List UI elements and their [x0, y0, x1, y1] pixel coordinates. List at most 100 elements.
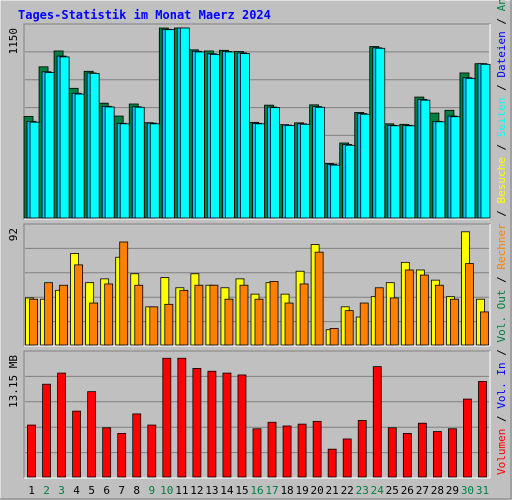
- bar-volumen-day-26: [402, 432, 412, 478]
- right-legend-segment: Anfragen: [495, 0, 508, 11]
- bar-seiten-day-14: [225, 51, 235, 219]
- x-tick-label-2: 2: [43, 484, 50, 497]
- bar-seiten-day-25: [390, 125, 401, 219]
- top-panel: 1150: [7, 23, 491, 220]
- x-tick-label-4: 4: [73, 484, 80, 497]
- bar-rechner-day-10: [164, 303, 174, 346]
- bar-seiten-day-5: [89, 73, 100, 219]
- bar-rechner-day-19: [299, 283, 309, 346]
- x-tick-label-6: 6: [103, 484, 110, 497]
- bar-seiten-day-15: [240, 53, 250, 219]
- bar-rechner-day-29: [450, 298, 459, 346]
- bar-volumen-day-20: [312, 420, 322, 478]
- right-legend-segment: /: [495, 137, 508, 157]
- bar-seiten-day-23: [360, 113, 371, 219]
- bar-volumen-day-18: [282, 425, 292, 478]
- right-legend-segment: Besuche: [495, 157, 508, 203]
- bar-seiten-day-17: [270, 107, 280, 219]
- bar-volumen-day-25: [387, 427, 397, 478]
- right-legend-segment: /: [495, 11, 508, 31]
- middle-panel: 92: [7, 223, 491, 347]
- bar-seiten-day-29: [450, 116, 461, 219]
- bar-rechner-day-30: [465, 263, 474, 346]
- x-tick-label-9: 9: [148, 484, 155, 497]
- x-tick-label-13: 13: [205, 484, 218, 497]
- bar-volumen-day-14: [222, 372, 232, 478]
- bar-rechner-day-16: [254, 298, 264, 346]
- x-tick-label-3: 3: [58, 484, 65, 497]
- bar-volumen-day-7: [117, 432, 127, 478]
- bar-volumen-day-17: [267, 421, 277, 478]
- bar-seiten-day-19: [300, 123, 310, 219]
- x-tick-label-1: 1: [28, 484, 35, 497]
- bar-rechner-day-2: [44, 282, 53, 346]
- bar-seiten-day-10: [164, 29, 175, 219]
- bar-volumen-day-15: [237, 374, 247, 478]
- y-max-label: 1150: [7, 28, 20, 55]
- bar-volumen-day-24: [372, 366, 382, 478]
- x-tick-label-31: 31: [476, 484, 489, 497]
- x-axis-labels: 1 2 3 4 5 6 7 8 9 10 11 12 13 14 15 16 17 18 19 20 21 22 23 24 2…: [28, 484, 489, 497]
- bar-volumen-day-21: [327, 448, 337, 478]
- bar-rechner-day-14: [224, 298, 234, 346]
- x-tick-label-5: 5: [88, 484, 95, 497]
- series-seiten: [29, 27, 491, 219]
- x-tick-label-24: 24: [371, 484, 385, 497]
- bar-volumen-day-23: [357, 420, 367, 478]
- bar-rechner-day-6: [104, 283, 114, 346]
- x-tick-label-7: 7: [118, 484, 125, 497]
- bar-seiten-day-3: [59, 56, 70, 219]
- bar-rechner-day-13: [209, 284, 219, 346]
- y-max-label: 13.15 MB: [7, 355, 20, 408]
- bar-rechner-day-21: [329, 328, 339, 346]
- right-legend-segment: Dateien: [495, 31, 508, 77]
- bar-seiten-day-26: [405, 125, 416, 219]
- bar-volumen-day-8: [132, 413, 142, 478]
- bar-rechner-day-7: [119, 241, 129, 346]
- right-legend-segment: /: [495, 203, 508, 223]
- right-legend-segment: /: [495, 409, 508, 429]
- bar-volumen-day-6: [102, 427, 112, 478]
- panels-group: 1150 92 13.15 MB: [7, 23, 491, 479]
- bar-rechner-day-31: [480, 311, 489, 346]
- bar-seiten-day-28: [435, 121, 446, 219]
- x-tick-label-27: 27: [416, 484, 429, 497]
- right-legend-segment: Seiten: [495, 97, 508, 137]
- x-tick-label-30: 30: [461, 484, 474, 497]
- bar-seiten-day-13: [210, 54, 220, 219]
- bar-volumen-day-4: [72, 410, 82, 478]
- bar-volumen-day-2: [42, 383, 51, 478]
- bar-rechner-day-5: [89, 302, 99, 346]
- y-max-label: 92: [7, 228, 20, 241]
- x-tick-label-29: 29: [446, 484, 459, 497]
- x-tick-label-21: 21: [326, 484, 339, 497]
- x-tick-label-22: 22: [341, 484, 354, 497]
- bar-rechner-day-23: [359, 302, 369, 346]
- right-legend-segment: /: [495, 270, 508, 290]
- bar-volumen-day-12: [192, 368, 202, 478]
- bar-rechner-day-12: [194, 284, 204, 346]
- x-tick-label-14: 14: [220, 484, 234, 497]
- bar-seiten-day-18: [285, 125, 295, 219]
- right-legend-segment: Vol. In: [495, 362, 508, 408]
- bar-rechner-day-26: [404, 269, 414, 346]
- bar-rechner-day-1: [29, 298, 38, 346]
- bar-volumen-day-13: [207, 370, 217, 478]
- bar-seiten-day-2: [44, 72, 55, 219]
- bar-seiten-day-7: [119, 123, 130, 219]
- right-legend-segment: /: [495, 78, 508, 98]
- series-rechner: [29, 241, 489, 346]
- bar-rechner-day-24: [374, 287, 384, 346]
- bar-seiten-day-1: [29, 121, 40, 219]
- right-legend-group: Volumen / Vol. In / Vol. Out / Rechner /…: [495, 0, 508, 475]
- bar-rechner-day-28: [434, 284, 444, 346]
- bar-seiten-day-27: [420, 99, 431, 219]
- x-tick-label-19: 19: [295, 484, 308, 497]
- bar-volumen-day-1: [27, 424, 36, 478]
- bar-rechner-day-18: [284, 302, 294, 346]
- x-tick-label-26: 26: [401, 484, 414, 497]
- x-tick-label-16: 16: [250, 484, 263, 497]
- bar-seiten-day-16: [255, 123, 265, 219]
- x-tick-label-18: 18: [280, 484, 293, 497]
